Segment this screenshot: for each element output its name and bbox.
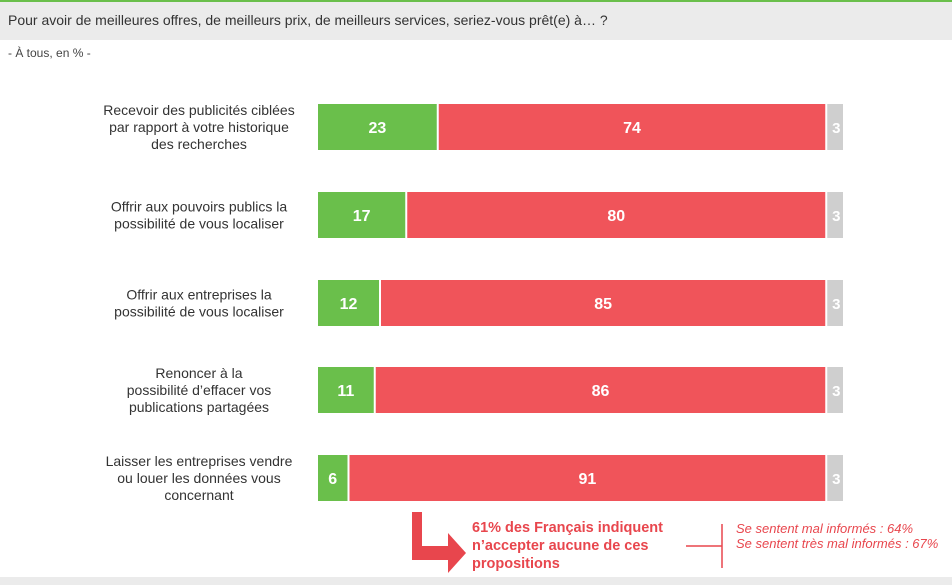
bar-non [381, 280, 826, 326]
category-label: Renoncer à la possibilité d’effacer vos pu… [127, 365, 271, 415]
base-subtitle: - À tous, en % - [8, 46, 91, 60]
category-label: Offrir aux entreprises la possibilité de … [114, 287, 284, 320]
data-label-nsp: 3 [832, 383, 840, 400]
bar-oui [318, 104, 437, 150]
bar-nsp [827, 192, 843, 238]
bar-oui [318, 455, 348, 501]
data-label-nsp: 3 [832, 120, 840, 137]
bar-oui [318, 280, 379, 326]
data-label-oui: 17 [353, 208, 371, 225]
question-header: Pour avoir de meilleures offres, de meil… [0, 2, 952, 40]
bar-nsp [827, 280, 843, 326]
category-label: Laisser les entreprises vendre ou louer l… [106, 453, 293, 503]
note-line-1: Se sentent mal informés : 64% [736, 521, 914, 536]
data-label-oui: 11 [337, 383, 354, 400]
note-line-2: Se sentent très mal informés : 67% [736, 536, 939, 551]
data-label-non: 74 [623, 120, 641, 137]
category-label: Offrir aux pouvoirs publics la possibilit… [111, 199, 288, 232]
footer-band [0, 577, 952, 585]
data-label-nsp: 3 [832, 471, 840, 488]
data-label-oui: 6 [328, 471, 337, 488]
callout-arrow-icon [412, 512, 466, 573]
top-accent-bar [0, 0, 952, 2]
bar-non [349, 455, 826, 501]
bar-nsp [827, 367, 843, 413]
data-label-non: 86 [592, 383, 610, 400]
bar-non [438, 104, 826, 150]
data-label-non: 91 [578, 471, 596, 488]
data-label-nsp: 3 [832, 296, 840, 313]
bar-non [375, 367, 826, 413]
bar-oui [318, 192, 406, 238]
bar-non [407, 192, 826, 238]
bar-nsp [827, 104, 843, 150]
data-label-nsp: 3 [832, 208, 840, 225]
data-label-non: 85 [594, 296, 612, 313]
bar-oui [318, 367, 374, 413]
bar-nsp [827, 455, 843, 501]
data-label-oui: 12 [340, 296, 358, 313]
callout-text: 61% des Français indiquent n’accepter au… [472, 520, 663, 572]
data-label-oui: 23 [368, 120, 386, 137]
info-note: Se sentent mal informés : 64% Se sentent… [736, 521, 946, 551]
question-text: Pour avoir de meilleures offres, de meil… [8, 12, 608, 28]
category-label: Recevoir des publicités ciblées par rappo… [103, 102, 294, 152]
data-label-non: 80 [607, 208, 625, 225]
